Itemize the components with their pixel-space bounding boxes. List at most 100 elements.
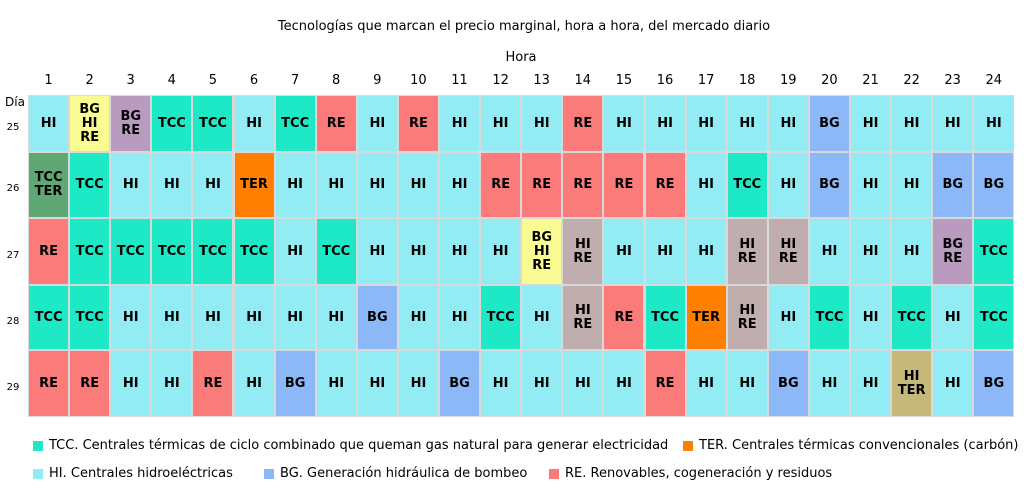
- cell-technology-label: HI: [533, 115, 550, 131]
- grid-cell: BG: [974, 351, 1014, 416]
- grid-cell: HI: [357, 153, 397, 217]
- legend-swatch: [33, 468, 43, 479]
- cell-technology-label: HI: [698, 375, 714, 391]
- grid-cell: HI: [193, 153, 233, 217]
- cell-technology-label: RE: [80, 129, 100, 145]
- cell-technology-label: HI: [328, 309, 345, 325]
- cell-technology-label: HI: [451, 177, 468, 192]
- cell-technology-label: HI: [657, 115, 673, 131]
- grid-cell: HI: [727, 351, 767, 416]
- hour-label: 6: [249, 73, 259, 88]
- cell-technology-label: HI: [862, 243, 879, 259]
- grid-cell: HI: [933, 96, 973, 151]
- grid-cell: RE: [398, 96, 438, 151]
- cell-technology-label: HI: [985, 115, 1002, 131]
- hour-label: 12: [492, 73, 509, 88]
- legend-swatch: [683, 440, 693, 451]
- grid-cell: HI: [481, 351, 521, 416]
- cell-technology-label: HI: [862, 115, 879, 131]
- hour-label: 13: [533, 73, 550, 88]
- hour-label: 11: [451, 73, 468, 88]
- cell-technology-label: RE: [121, 122, 141, 138]
- cell-technology-label: RE: [408, 115, 428, 131]
- grid-cell: HI: [111, 286, 151, 349]
- grid-cell: TER: [234, 153, 274, 217]
- grid-cell: HI: [892, 96, 932, 151]
- cell-technology-label: HI: [616, 375, 632, 391]
- cell-technology-label: TCC: [34, 170, 63, 185]
- cell-technology-label: HI: [410, 309, 427, 325]
- cell-technology-label: RE: [614, 177, 634, 192]
- grid-cell: HI: [234, 96, 274, 151]
- cell-technology-label: HI: [163, 177, 180, 192]
- grid-cell: TCC: [70, 286, 110, 349]
- cell-technology-label: RE: [737, 316, 757, 332]
- cell-technology-label: HI: [903, 177, 920, 192]
- cell-technology-label: HI: [739, 375, 756, 391]
- grid-cell: HI: [234, 351, 274, 416]
- cell-technology-label: RE: [491, 177, 511, 192]
- cell-technology-label: HI: [821, 243, 838, 259]
- grid-cell: HI: [686, 351, 726, 416]
- grid-cell: RE: [645, 351, 685, 416]
- grid-cell: HI: [316, 153, 356, 217]
- grid-cell: HI: [645, 96, 685, 151]
- hour-label: 17: [697, 73, 715, 88]
- price-technology-grid: HI BG HI RE BG RE TCC TCC HI TCC RE HI RE HI HI HI RE HI H…: [28, 95, 1014, 417]
- grid-cell: HI: [768, 286, 808, 349]
- cell-technology-label: HI: [903, 243, 920, 259]
- grid-cell: HI: [357, 351, 397, 416]
- grid-cell: HI: [851, 153, 891, 217]
- cell-technology-label: BG: [120, 108, 142, 124]
- grid-cell: TCC: [974, 219, 1014, 284]
- cell-technology-label: HI: [451, 115, 468, 131]
- cell-technology-label: TCC: [322, 243, 351, 259]
- legend-label: BG. Generación hidráulica de bombeo: [280, 466, 528, 481]
- cell-technology-label: HI: [122, 177, 139, 192]
- cell-technology-label: HI: [328, 375, 345, 391]
- cell-technology-label: HI: [780, 177, 797, 192]
- cell-technology-label: HI: [246, 375, 262, 391]
- cell-technology-label: TER: [692, 309, 721, 325]
- grid-cell: HI: [768, 153, 808, 217]
- cell-technology-label: HI: [492, 375, 509, 391]
- day-label: 27: [6, 249, 20, 261]
- grid-cell: RE: [563, 96, 603, 151]
- day-label: 29: [6, 381, 20, 393]
- cell-technology-label: TCC: [281, 115, 310, 131]
- grid-cell: HI: [357, 96, 397, 151]
- grid-cell: TCC: [275, 96, 315, 151]
- grid-cell: HI: [440, 286, 480, 349]
- grid-cell: TCC: [29, 286, 69, 349]
- cell-technology-label: BG: [449, 375, 470, 391]
- cell-technology-label: RE: [573, 115, 593, 131]
- grid-cell: HI: [604, 219, 644, 284]
- grid-cell: HI: [152, 286, 192, 349]
- grid-cell: HI: [604, 96, 644, 151]
- cell-technology-label: HI: [369, 375, 386, 391]
- grid-cell: HI: [440, 153, 480, 217]
- cell-technology-label: HI: [451, 243, 468, 259]
- grid-cell: RE: [193, 351, 233, 416]
- cell-technology-label: HI: [903, 368, 920, 384]
- grid-cell: BG: [809, 96, 849, 151]
- cell-technology-label: RE: [573, 250, 593, 266]
- cell-technology-label: HI: [821, 375, 838, 391]
- cell-technology-label: HI: [574, 375, 591, 391]
- grid-cell: TCC: [193, 219, 233, 284]
- grid-cell: HI: [275, 153, 315, 217]
- grid-cell: HI: [398, 286, 438, 349]
- cell-technology-label: TER: [240, 177, 268, 192]
- grid-cell: HI: [275, 286, 315, 349]
- grid-cell: HI: [152, 351, 192, 416]
- cell-technology-label: HI: [287, 243, 303, 259]
- hour-label: 21: [862, 73, 879, 88]
- cell-technology-label: TCC: [240, 243, 269, 259]
- grid-cell: HI: [440, 219, 480, 284]
- grid-cell: RE: [645, 153, 685, 217]
- grid-cell: HI: [357, 219, 397, 284]
- grid-cell: HI: [686, 219, 726, 284]
- cell-technology-label: TCC: [979, 309, 1008, 325]
- cell-technology-label: TCC: [75, 243, 104, 259]
- hour-label: 14: [574, 73, 592, 88]
